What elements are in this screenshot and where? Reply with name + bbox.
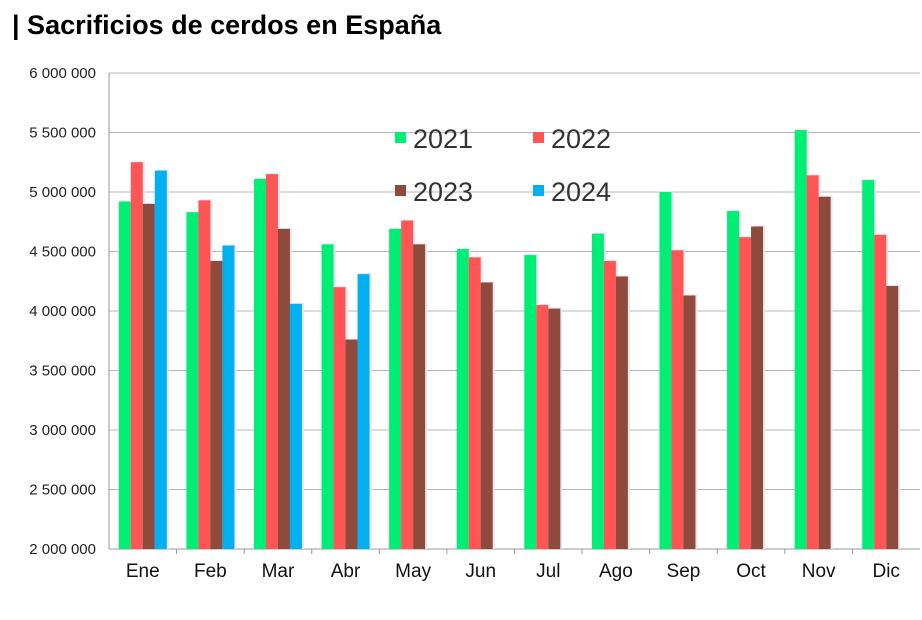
x-tick-label: Ago bbox=[599, 561, 633, 582]
x-tick-label: Abr bbox=[331, 561, 361, 582]
x-tick-label: Dic bbox=[872, 561, 899, 582]
legend-label-2022: 2022 bbox=[551, 124, 611, 154]
bar-2022-Mar bbox=[265, 174, 278, 549]
x-tick-label: Feb bbox=[194, 561, 227, 582]
chart-title: | Sacrificios de cerdos en España bbox=[12, 10, 442, 40]
bar-2023-Abr bbox=[345, 339, 358, 549]
bar-2021-Jul bbox=[524, 255, 537, 549]
bar-2022-Feb bbox=[198, 200, 211, 549]
x-tick-label: Jun bbox=[465, 561, 496, 582]
bar-2021-Ene bbox=[118, 201, 131, 549]
bar-2023-Mar bbox=[277, 228, 290, 549]
bar-2022-Abr bbox=[333, 287, 346, 549]
bar-2022-Ago bbox=[603, 261, 616, 549]
bar-2023-Nov bbox=[818, 196, 831, 549]
x-tick-label: Mar bbox=[262, 561, 295, 582]
y-tick-label: 5 500 000 bbox=[29, 125, 96, 142]
legend-label-2021: 2021 bbox=[413, 124, 473, 154]
y-tick-label: 5 000 000 bbox=[29, 184, 96, 201]
bar-2022-Jul bbox=[536, 305, 549, 549]
bar-2021-Sep bbox=[659, 192, 672, 549]
bar-2022-Oct bbox=[739, 237, 752, 549]
y-tick-label: 4 500 000 bbox=[29, 244, 96, 261]
legend-label-2024: 2024 bbox=[551, 177, 611, 207]
x-tick-label: Nov bbox=[802, 561, 836, 582]
legend-swatch-2023 bbox=[395, 185, 406, 196]
y-tick-label: 2 500 000 bbox=[29, 482, 96, 499]
legend-swatch-2022 bbox=[533, 132, 544, 143]
bar-2023-Jul bbox=[548, 308, 561, 549]
y-axis-ticks: 6 000 000 5 500 000 5 000 000 4 500 000 4 00… bbox=[29, 65, 96, 558]
bar-2022-Sep bbox=[671, 250, 684, 549]
bar-2021-Oct bbox=[727, 211, 740, 550]
bar-2023-Ago bbox=[615, 276, 628, 549]
bar-2021-Jun bbox=[456, 249, 469, 549]
x-tick-label: May bbox=[395, 561, 431, 582]
bar-2024-Ene bbox=[154, 170, 167, 549]
bar-2021-Ago bbox=[591, 233, 604, 549]
bar-2021-Mar bbox=[253, 178, 266, 549]
bar-2023-Dic bbox=[886, 286, 899, 549]
y-tick-label: 3 000 000 bbox=[29, 422, 96, 439]
bar-2024-Abr bbox=[357, 274, 370, 549]
legend-swatch-2024 bbox=[533, 185, 544, 196]
bar-2022-Jun bbox=[468, 257, 481, 549]
legend: 2021 2022 2023 2024 bbox=[395, 124, 611, 207]
y-tick-label: 4 000 000 bbox=[29, 303, 96, 320]
bar-2022-Ene bbox=[130, 162, 143, 549]
bar-2022-Nov bbox=[806, 175, 819, 549]
bar-2021-Abr bbox=[321, 244, 334, 550]
x-tick-label: Sep bbox=[667, 561, 701, 582]
x-tick-label: Oct bbox=[736, 561, 766, 582]
bar-2023-Oct bbox=[751, 226, 764, 549]
y-tick-label: 2 000 000 bbox=[29, 541, 96, 558]
bars bbox=[118, 129, 901, 550]
bar-2024-Feb bbox=[222, 245, 235, 550]
bar-2021-Nov bbox=[794, 130, 807, 549]
y-tick-label: 6 000 000 bbox=[29, 65, 96, 82]
bar-2021-Feb bbox=[186, 212, 199, 550]
legend-swatch-2021 bbox=[395, 132, 406, 143]
bar-2023-Sep bbox=[683, 295, 696, 549]
y-tick-label: 3 500 000 bbox=[29, 363, 96, 380]
bar-2021-Dic bbox=[862, 180, 875, 549]
x-axis: Ene Feb Mar Abr May Jun Jul Ago Sep Oct Nov Dic bbox=[126, 549, 900, 582]
bar-2022-Dic bbox=[874, 234, 887, 549]
bar-2023-May bbox=[413, 244, 426, 550]
x-tick-label: Ene bbox=[126, 561, 160, 582]
bar-2023-Jun bbox=[480, 282, 493, 549]
bar-2021-May bbox=[389, 228, 402, 549]
bar-2023-Feb bbox=[210, 261, 223, 549]
bar-2022-May bbox=[401, 220, 414, 549]
x-tick-label: Jul bbox=[536, 561, 560, 582]
bar-2024-Mar bbox=[289, 303, 302, 549]
bar-2023-Ene bbox=[142, 203, 155, 549]
legend-label-2023: 2023 bbox=[413, 177, 473, 207]
